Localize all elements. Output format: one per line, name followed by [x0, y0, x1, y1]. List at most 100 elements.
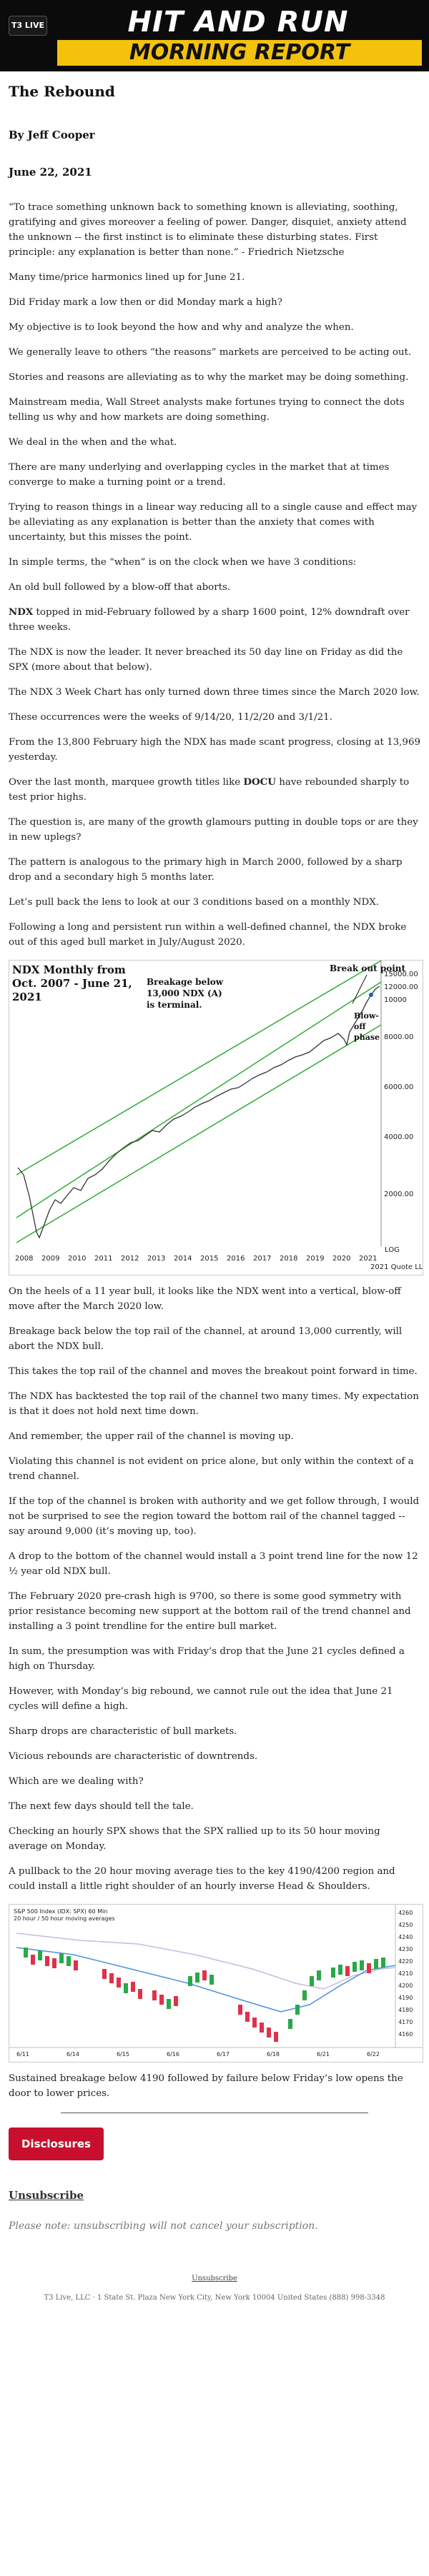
spx-date-tick: 6/22	[367, 2051, 380, 2058]
paragraph: “To trace something unknown back to some…	[9, 202, 407, 258]
paragraph: Many time/price harmonics lined up for J…	[9, 272, 245, 283]
paragraph-group-e: Sustained breakage below 4190 followed b…	[9, 2071, 420, 2101]
paragraph: A pullback to the 20 hour moving average…	[9, 1866, 395, 1892]
chart-title: NDX Monthly from Oct. 2007 - June 21, 20…	[12, 963, 132, 1004]
paragraph: Stories and reasons are alleviating as t…	[9, 372, 409, 383]
paragraph-group-a: “To trace something unknown back to some…	[9, 200, 420, 595]
candle	[260, 2023, 264, 2033]
paragraph: The NDX is now the leader. It never brea…	[9, 647, 403, 673]
candle	[52, 1958, 56, 1968]
year-tick-label: 2018	[280, 1255, 297, 1263]
chart-title-line1: NDX Monthly from	[12, 963, 126, 976]
paragraph: Vicious rebounds are characteristic of d…	[9, 1751, 258, 1762]
spx-header-line2: 20 hour / 50 hour moving averages	[14, 1915, 115, 1922]
candle	[188, 1976, 192, 1986]
paragraph: The February 2020 pre-crash high is 9700…	[9, 1591, 411, 1632]
publish-date: June 22, 2021	[9, 166, 92, 179]
candle	[66, 1956, 71, 1966]
unsubscribe-link[interactable]: Unsubscribe	[9, 2189, 84, 2202]
candle	[131, 1982, 135, 1992]
candle	[317, 1970, 321, 1980]
ndx-monthly-chart: 15000.00 12000.00 10000 8000.00 6000.00 4000.…	[9, 960, 423, 1276]
price-tick-label: 12000.00	[384, 983, 418, 991]
candle	[352, 1962, 357, 1972]
spx-price-tick: 4220	[398, 1958, 413, 1965]
channel-top-rail	[16, 961, 382, 1176]
candle	[59, 1953, 64, 1963]
candle	[167, 1999, 171, 2009]
channel-lower-rail	[16, 1024, 382, 1243]
spx-date-tick: 6/15	[117, 2051, 129, 2058]
spx-date-tick: 6/14	[66, 2051, 79, 2058]
candle	[238, 2005, 242, 2015]
chart-footer: 2021 Quote LLC	[370, 1263, 423, 1271]
price-tick-label: 6000.00	[384, 1083, 413, 1091]
candle	[295, 2005, 300, 2015]
paragraph: The question is, are many of the growth …	[9, 817, 418, 843]
spx-chart-svg: S&P 500 Index (IDX: SPX) 60 Min 20 hour …	[9, 1905, 423, 2062]
year-tick-label: 2019	[306, 1255, 324, 1263]
disclosures-button[interactable]: Disclosures	[9, 2128, 104, 2160]
chart-title-line2: Oct. 2007 - June 21,	[12, 977, 132, 990]
spx-date-tick: 6/18	[267, 2051, 280, 2058]
unsubscribe-note: Please note: unsubscribing will not canc…	[9, 2220, 318, 2232]
spx-price-tick: 4260	[398, 1910, 413, 1916]
candle	[174, 1996, 178, 2006]
paragraph: Following a long and persistent run with…	[9, 922, 407, 948]
candle	[288, 2019, 292, 2029]
candle	[24, 1948, 28, 1958]
paragraph: This takes the top rail of the channel a…	[9, 1366, 418, 1377]
candle	[109, 1973, 114, 1983]
price-tick-label: 4000.00	[384, 1133, 413, 1141]
paragraph-group-b: The NDX is now the leader. It never brea…	[9, 645, 420, 765]
candle	[360, 1960, 364, 1970]
year-tick-label: 2016	[227, 1255, 245, 1263]
article-title: The Rebound	[9, 83, 115, 100]
candle	[302, 1990, 307, 2000]
year-tick-label: 2021	[359, 1255, 377, 1263]
paragraph: A drop to the bottom of the channel woul…	[9, 1551, 418, 1577]
candle	[152, 1990, 157, 2000]
spx-x-axis: 6/11 6/14 6/15 6/16 6/17 6/18 6/21 6/22	[16, 2051, 380, 2058]
scale-label: LOG	[385, 1246, 400, 1254]
footer-unsubscribe-link[interactable]: Unsubscribe	[192, 2275, 237, 2282]
paragraph: We generally leave to others “the reason…	[9, 347, 412, 358]
paragraph: From the 13,800 February high the NDX ha…	[9, 737, 420, 763]
candle	[124, 1983, 128, 1993]
spx-hourly-chart: S&P 500 Index (IDX: SPX) 60 Min 20 hour …	[9, 1904, 423, 2063]
blowoff-annotation: Blow-off phase	[354, 1011, 380, 1042]
year-tick-label: 2014	[174, 1255, 192, 1263]
candle	[138, 1989, 142, 1999]
paragraph: And remember, the upper rail of the chan…	[9, 1431, 294, 1442]
spx-date-tick: 6/17	[217, 2051, 230, 2058]
paragraph: These occurrences were the weeks of 9/14…	[9, 712, 332, 723]
breakout-marker	[369, 993, 373, 997]
price-tick-label: 8000.00	[384, 1033, 413, 1041]
price-tick-label: 10000	[384, 996, 407, 1004]
paragraph: Sustained breakage below 4190 followed b…	[9, 2073, 403, 2099]
paragraph: The NDX 3 Week Chart has only turned dow…	[9, 687, 420, 698]
ndx-ticker: NDX	[9, 606, 34, 618]
price-tick-label: 2000.00	[384, 1191, 413, 1198]
candle	[374, 1959, 378, 1969]
year-tick-label: 2010	[68, 1255, 86, 1263]
paragraph: We deal in the when and the what.	[9, 437, 177, 448]
candle	[331, 1968, 335, 1978]
paragraph: Trying to reason things in a linear way …	[9, 502, 418, 543]
candle	[209, 1975, 214, 1985]
candle	[195, 1973, 199, 1983]
paragraph: Mainstream media, Wall Street analysts m…	[9, 397, 405, 423]
paragraph: There are many underlying and overlappin…	[9, 462, 390, 488]
paragraph: The pattern is analogous to the primary …	[9, 857, 403, 883]
year-axis: 2008 2009 2010 2011 2012 2013 2014 2015 2016 2017…	[15, 1255, 377, 1263]
paragraph: Let’s pull back the lens to look at our …	[9, 897, 380, 908]
candle	[38, 1950, 42, 1960]
candle	[117, 1978, 121, 1988]
spx-date-tick: 6/21	[317, 2051, 330, 2058]
paragraph: In simple terms, the “when” is on the cl…	[9, 557, 357, 568]
price-tick-label: 15000.00	[384, 971, 418, 978]
ndx-paragraph: NDX topped in mid-February followed by a…	[9, 605, 420, 635]
price-axis: 15000.00 12000.00 10000 8000.00 6000.00 4000.…	[384, 971, 418, 1198]
footer-address: T3 Live, LLC · 1 State St. Plaza New Yor…	[44, 2294, 385, 2302]
spx-chart-bg	[9, 1905, 423, 2062]
